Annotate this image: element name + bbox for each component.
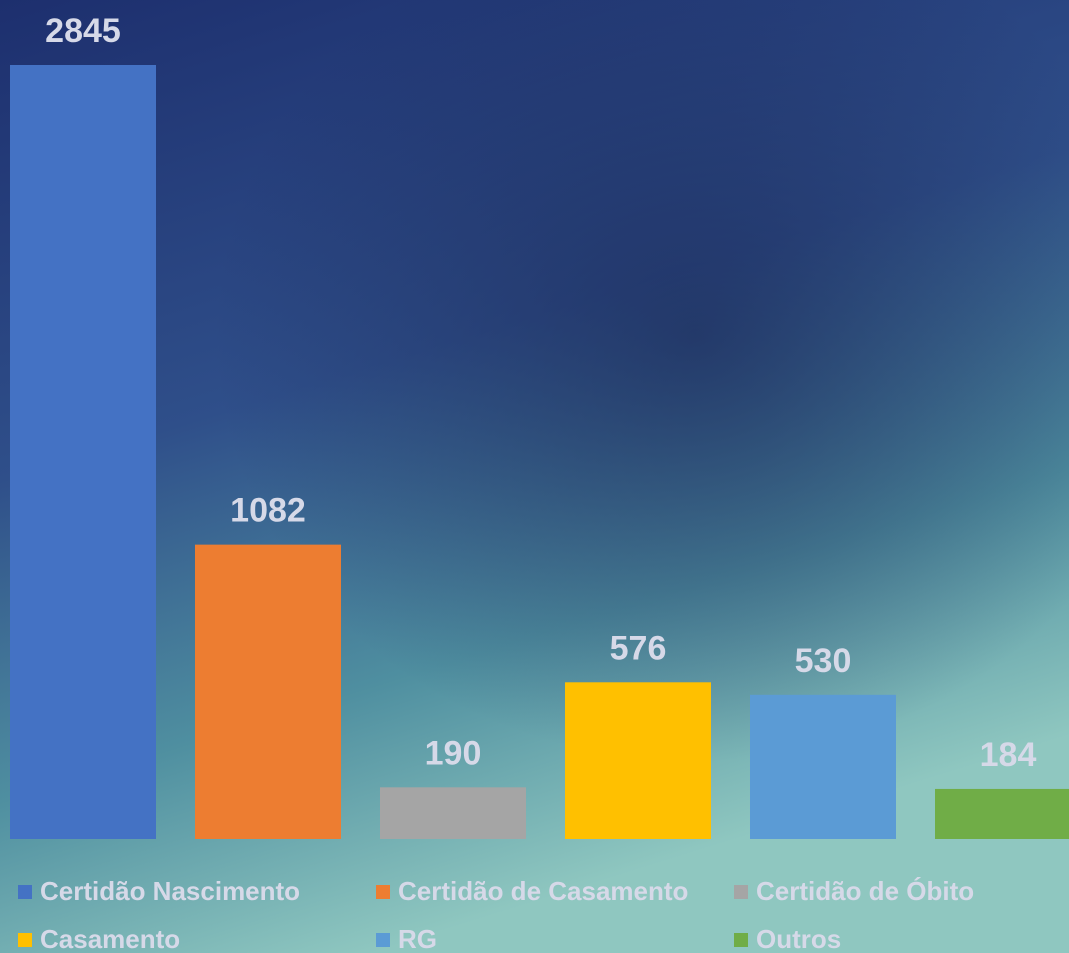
legend-label: Certidão de Óbito: [756, 876, 974, 906]
value-label: 1082: [230, 492, 306, 530]
bar: [935, 788, 1069, 839]
legend-swatch: [376, 933, 390, 947]
legend-label: Certidão Nascimento: [40, 876, 300, 906]
bar: [565, 682, 711, 839]
value-label: 530: [795, 642, 852, 680]
legend-swatch: [18, 933, 32, 947]
value-label: 2845: [45, 12, 121, 50]
legend-swatch: [734, 885, 748, 899]
bar: [195, 544, 341, 839]
value-label: 190: [425, 734, 482, 772]
legend-swatch: [376, 885, 390, 899]
legend-label: Certidão de Casamento: [398, 876, 688, 906]
legend-swatch: [734, 933, 748, 947]
bar: [380, 787, 526, 839]
value-label: 184: [980, 736, 1037, 774]
legend-label: Casamento: [40, 924, 180, 953]
bar: [10, 65, 156, 839]
legend-swatch: [18, 885, 32, 899]
value-label: 576: [610, 629, 667, 667]
legend-label: Outros: [756, 924, 841, 953]
legend-label: RG: [398, 924, 437, 953]
bar: [750, 694, 896, 839]
